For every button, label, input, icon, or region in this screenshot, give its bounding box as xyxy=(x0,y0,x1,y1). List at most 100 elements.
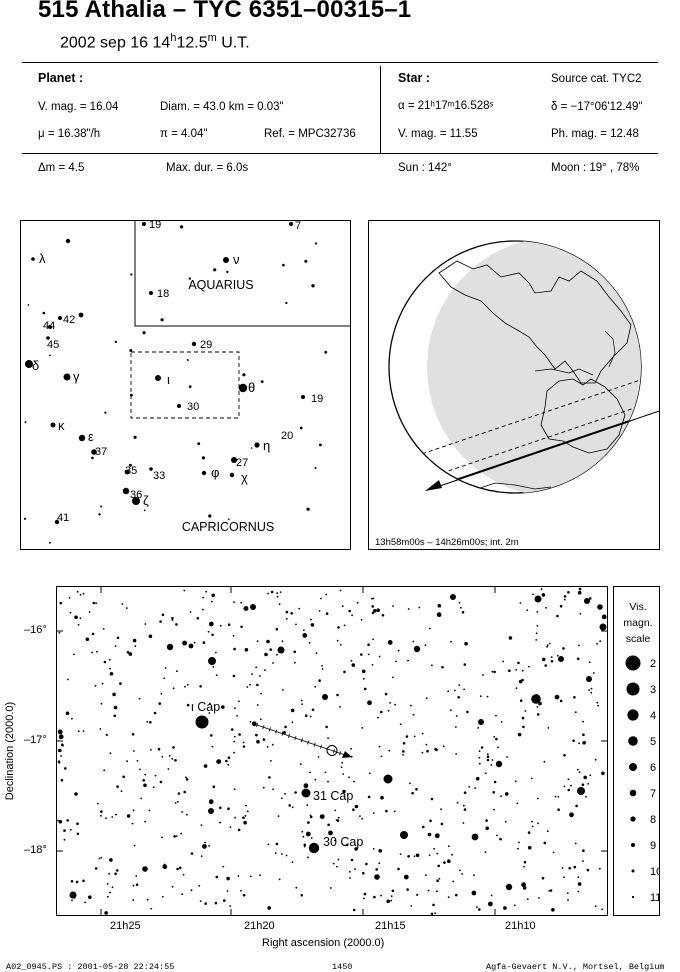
map-field-star xyxy=(318,610,321,612)
map-field-star xyxy=(303,843,307,847)
map-field-star xyxy=(60,755,62,757)
finder-faint-star xyxy=(24,421,27,424)
map-field-star xyxy=(172,687,175,690)
map-field-star xyxy=(163,677,166,680)
map-field-star xyxy=(378,745,381,748)
map-field-star xyxy=(384,692,388,696)
map-field-star xyxy=(131,822,134,825)
map-field-star xyxy=(138,697,141,700)
map-field-star xyxy=(221,705,225,709)
map-field-star xyxy=(233,740,236,743)
map-field-star xyxy=(592,672,595,674)
path-limit-south xyxy=(389,398,641,492)
finder-named-star xyxy=(289,222,293,226)
map-field-star xyxy=(582,860,584,862)
map-field-star xyxy=(429,819,432,823)
finder-faint-star xyxy=(104,411,107,414)
map-field-star xyxy=(475,776,480,781)
map-bright-star xyxy=(577,787,585,795)
map-field-star xyxy=(354,868,356,870)
map-field-star xyxy=(202,844,207,849)
map-field-star xyxy=(256,683,259,687)
map-field-star xyxy=(541,593,546,597)
map-field-star xyxy=(554,795,557,798)
finder-faint-star xyxy=(282,263,285,267)
map-field-star xyxy=(427,832,432,837)
map-field-star xyxy=(275,842,279,846)
scale-dot xyxy=(631,895,635,899)
map-field-star xyxy=(167,768,170,770)
map-field-star xyxy=(214,901,218,905)
map-field-star xyxy=(200,855,203,857)
map-field-star xyxy=(437,603,442,608)
map-field-star xyxy=(186,683,189,686)
map-field-star xyxy=(438,877,441,880)
header-rule-top xyxy=(22,62,658,63)
map-field-star xyxy=(164,667,167,669)
map-field-star xyxy=(181,893,184,896)
map-field-star xyxy=(372,848,375,850)
path-limit-north xyxy=(389,372,641,466)
map-field-star xyxy=(146,720,149,723)
track-tick xyxy=(262,725,265,730)
map-field-star xyxy=(506,756,508,758)
map-field-star xyxy=(486,758,490,762)
map-field-star xyxy=(447,896,450,899)
map-bright-star xyxy=(450,594,456,600)
map-field-star xyxy=(594,905,597,908)
map-field-star xyxy=(455,726,457,728)
map-field-star xyxy=(415,853,420,858)
scale-dot xyxy=(627,709,639,721)
map-field-star xyxy=(208,712,211,714)
track-tick xyxy=(300,738,303,743)
map-field-star xyxy=(63,838,66,841)
map-field-star xyxy=(233,735,236,738)
map-field-star xyxy=(352,908,356,912)
finder-named-star xyxy=(122,487,130,495)
map-field-star xyxy=(536,797,539,800)
map-field-star xyxy=(461,611,465,614)
map-field-star xyxy=(536,706,539,708)
finder-faint-star xyxy=(130,393,133,397)
map-field-star xyxy=(535,632,538,635)
map-field-star xyxy=(425,874,427,876)
map-field-star xyxy=(211,593,215,598)
map-field-star xyxy=(260,692,262,695)
map-field-star xyxy=(219,624,222,627)
map-field-star xyxy=(599,640,602,643)
map-field-star xyxy=(309,771,311,774)
map-field-star xyxy=(203,764,208,768)
scale-dot xyxy=(626,682,640,696)
philippines-coastline xyxy=(604,330,616,368)
map-field-star xyxy=(232,674,236,678)
map-field-star xyxy=(516,802,519,805)
map-field-star xyxy=(380,894,383,897)
map-field-star xyxy=(222,865,225,868)
map-field-star xyxy=(378,862,381,865)
map-field-star xyxy=(350,858,354,862)
map-field-star xyxy=(436,879,439,882)
map-field-star xyxy=(157,747,161,751)
map-field-star xyxy=(582,733,585,736)
map-field-star xyxy=(562,647,565,650)
map-field-star xyxy=(175,835,178,837)
map-field-star xyxy=(215,674,218,676)
star-source-catalog: Source cat. TYC2 xyxy=(551,73,642,85)
ra-tick-label-2120: 21h20 xyxy=(244,920,275,932)
map-field-star xyxy=(515,669,518,671)
dec-tick-label-17: –17° xyxy=(24,734,47,746)
map-field-star xyxy=(519,602,522,604)
map-field-star xyxy=(394,703,396,706)
map-field-star xyxy=(373,895,376,899)
map-field-star xyxy=(227,756,231,759)
map-field-star xyxy=(521,716,525,720)
map-field-star xyxy=(349,877,351,879)
map-bright-star xyxy=(208,808,214,814)
finder-star-label: φ xyxy=(211,465,219,480)
map-field-star xyxy=(325,612,329,615)
map-field-star xyxy=(238,700,240,703)
map-field-star xyxy=(61,743,64,746)
map-field-star xyxy=(100,810,103,813)
map-field-star xyxy=(478,756,481,759)
finder-faint-star xyxy=(201,456,205,460)
